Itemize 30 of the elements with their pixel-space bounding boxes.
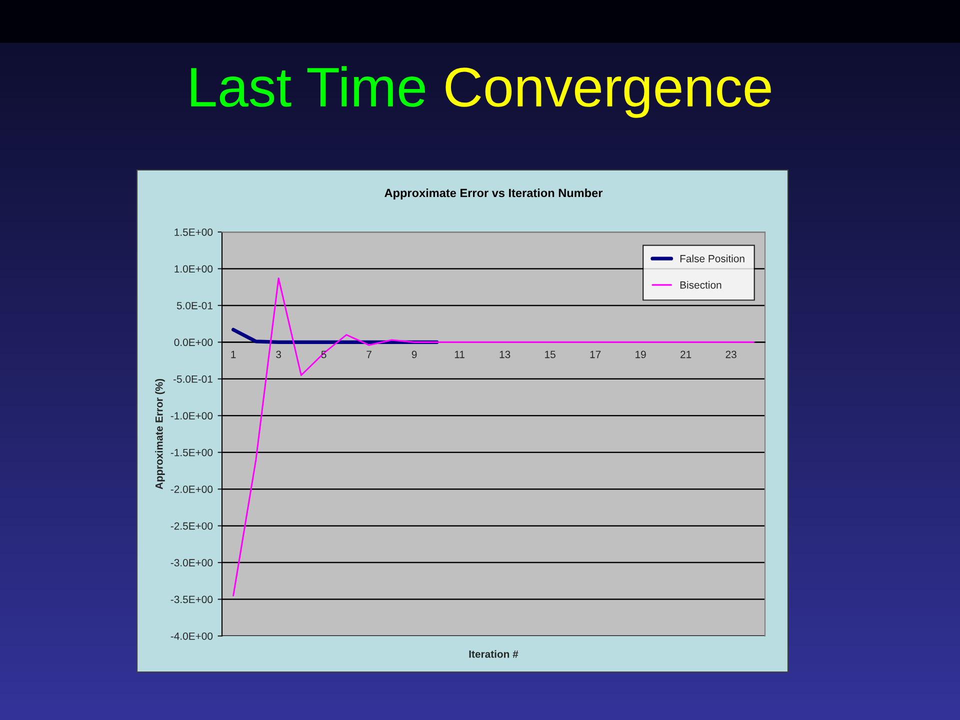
x-tick-label: 1 bbox=[231, 350, 236, 358]
x-tick-label: 9 bbox=[412, 350, 417, 358]
y-tick-label: -2.0E+00 bbox=[170, 486, 213, 493]
x-tick-label: 23 bbox=[726, 350, 736, 358]
x-tick-label: 15 bbox=[545, 350, 556, 358]
y-tick-label: -4.0E+00 bbox=[170, 632, 213, 640]
x-tick-label: 7 bbox=[366, 350, 372, 358]
x-axis-title: Iteration # bbox=[469, 650, 518, 658]
y-tick-label: -1.0E+00 bbox=[170, 412, 213, 420]
y-tick-label: 0.0E+00 bbox=[174, 338, 213, 346]
x-tick-label: 21 bbox=[680, 350, 692, 358]
x-tick-label: 17 bbox=[590, 350, 601, 358]
x-tick-label: 11 bbox=[454, 350, 464, 358]
y-tick-label: -3.5E+00 bbox=[170, 596, 213, 604]
y-tick-label: -5.0E-01 bbox=[173, 375, 212, 383]
line-series bbox=[232, 278, 754, 596]
legend-label: False Position bbox=[680, 254, 744, 262]
y-tick-label: 5.0E-01 bbox=[176, 302, 212, 310]
x-tick-label: 19 bbox=[636, 350, 646, 358]
chart-title: Last Time Convergence bbox=[191, 66, 771, 118]
y-tick-label: -1.5E+00 bbox=[170, 448, 213, 456]
y-tick-label: 1.0E+00 bbox=[174, 265, 213, 273]
legend-label: Bisection bbox=[680, 281, 722, 289]
chart-subtitle: Approximate Error vs Iteration Number bbox=[384, 188, 603, 200]
y-tick-label: 1.5E+00 bbox=[174, 228, 213, 236]
y-axis-title: Approximate Error (%) bbox=[155, 378, 165, 490]
y-tick-label: -3.0E+00 bbox=[170, 559, 213, 566]
x-tick-label: 13 bbox=[500, 350, 510, 358]
y-tick-label: -2.5E+00 bbox=[170, 522, 213, 530]
x-tick-label: 3 bbox=[276, 350, 281, 358]
